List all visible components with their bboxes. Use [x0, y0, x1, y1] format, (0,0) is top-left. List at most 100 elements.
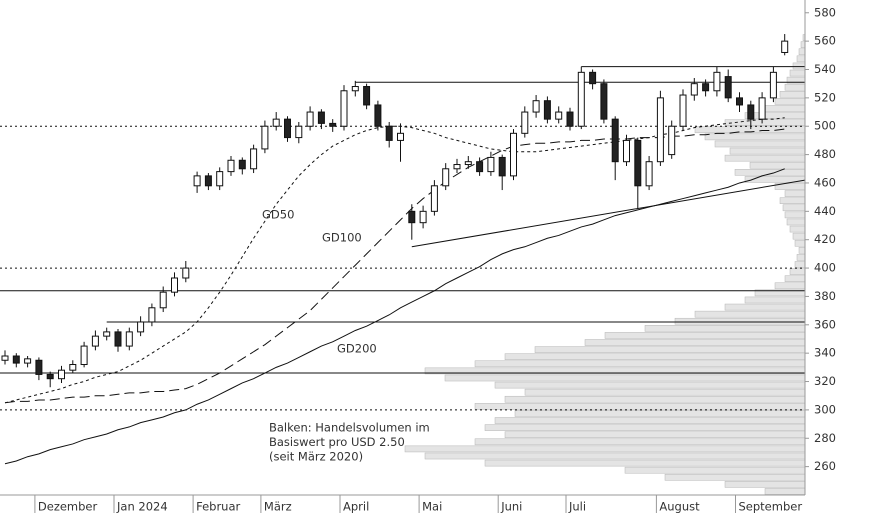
volume-bar — [484, 459, 806, 467]
candle-body — [702, 83, 710, 92]
volume-bar — [774, 98, 806, 105]
candle-body — [238, 159, 246, 170]
candle-body — [340, 90, 348, 127]
volume-bar — [798, 48, 806, 56]
volume-bar — [779, 197, 806, 204]
candle-body — [46, 373, 54, 380]
candle-body — [634, 139, 642, 187]
y-tick-label: 580 — [814, 5, 836, 19]
candle-body — [713, 71, 721, 92]
level-line — [411, 179, 806, 248]
volume-bar — [724, 303, 806, 311]
moving-average — [4, 168, 785, 465]
candle-body — [148, 307, 156, 323]
candle-body — [442, 168, 450, 187]
volume-bar — [584, 339, 806, 346]
volume-bar — [424, 452, 806, 460]
volume-bar — [784, 211, 806, 219]
candle-body — [668, 125, 676, 156]
x-tick-label: Jan 2024 — [116, 500, 168, 514]
volume-bar — [794, 261, 806, 268]
candle-body — [24, 358, 32, 364]
candle-body — [623, 139, 630, 163]
candle-body — [137, 321, 145, 333]
candle-body — [747, 104, 755, 120]
candle-body — [351, 86, 359, 92]
candle-body — [543, 100, 551, 120]
candle-body — [724, 76, 732, 99]
candle-body — [758, 97, 766, 120]
y-tick-label: 260 — [814, 459, 836, 473]
candle-body — [589, 71, 597, 85]
y-tick-label: 340 — [814, 346, 836, 360]
candle-body — [453, 164, 461, 170]
volume-bar — [794, 239, 806, 247]
volume-bar — [779, 91, 806, 98]
volume-bar — [724, 481, 806, 488]
x-tick-label: April — [343, 500, 369, 514]
candle-body — [103, 331, 111, 337]
volume-bar — [782, 204, 806, 212]
y-tick-label: 460 — [814, 175, 836, 189]
candle-body — [374, 104, 382, 127]
volume-bar — [504, 395, 806, 403]
candle-body — [690, 83, 698, 96]
volume-bar — [524, 388, 806, 396]
candle-body — [204, 175, 212, 187]
volume-bar — [694, 310, 806, 318]
candle-body — [329, 122, 337, 127]
candle-body — [679, 94, 687, 127]
volume-bar — [494, 417, 806, 424]
y-tick-label: 440 — [814, 204, 836, 218]
y-tick-label: 540 — [814, 62, 836, 76]
volume-bar — [534, 346, 806, 353]
x-tick-label: Dezember — [38, 500, 98, 514]
volume-bar — [774, 282, 806, 290]
candle-body — [295, 125, 303, 139]
volume-bar — [798, 247, 806, 254]
candle-body — [317, 111, 325, 124]
candle-body — [555, 111, 563, 120]
candle-body — [114, 331, 122, 347]
volume-bar — [796, 254, 806, 261]
volume-bar — [784, 83, 806, 91]
volume-bar — [474, 360, 806, 368]
candle-body — [656, 97, 664, 163]
volume-bar — [792, 62, 806, 70]
y-tick-label: 420 — [814, 232, 836, 246]
volume-bar — [624, 466, 806, 474]
candle-body — [769, 71, 777, 99]
moving-average — [4, 117, 785, 404]
volume-bar — [789, 69, 806, 77]
candle-body — [521, 111, 529, 134]
y-tick-label: 380 — [814, 289, 836, 303]
candle-body — [284, 118, 291, 139]
candle-body — [250, 148, 258, 170]
candle-body — [306, 111, 314, 127]
volume-bar — [744, 296, 806, 304]
candle-body — [397, 132, 404, 141]
candle-body — [430, 185, 438, 212]
candle-body — [611, 118, 619, 163]
candle-body — [566, 111, 574, 127]
y-tick-label: 400 — [814, 261, 836, 275]
volume-bar — [664, 473, 806, 481]
x-tick-label: Mai — [422, 500, 442, 514]
volume-bar — [404, 445, 806, 453]
volume-bar — [734, 169, 806, 176]
volume-bar — [474, 438, 806, 446]
candle-body — [363, 86, 371, 106]
volume-bar — [724, 154, 806, 162]
volume-bar — [749, 161, 806, 169]
annotation: (seit März 2020) — [269, 450, 363, 464]
volume-bar — [786, 218, 806, 226]
y-tick-label: 500 — [814, 119, 836, 133]
candle-body — [159, 291, 167, 309]
ma-label: GD200 — [337, 342, 377, 356]
ma-label: GD50 — [262, 208, 294, 222]
candle-body — [1, 355, 9, 361]
candle-body — [476, 161, 484, 173]
candle-body — [408, 210, 416, 224]
candle-body — [600, 83, 608, 120]
